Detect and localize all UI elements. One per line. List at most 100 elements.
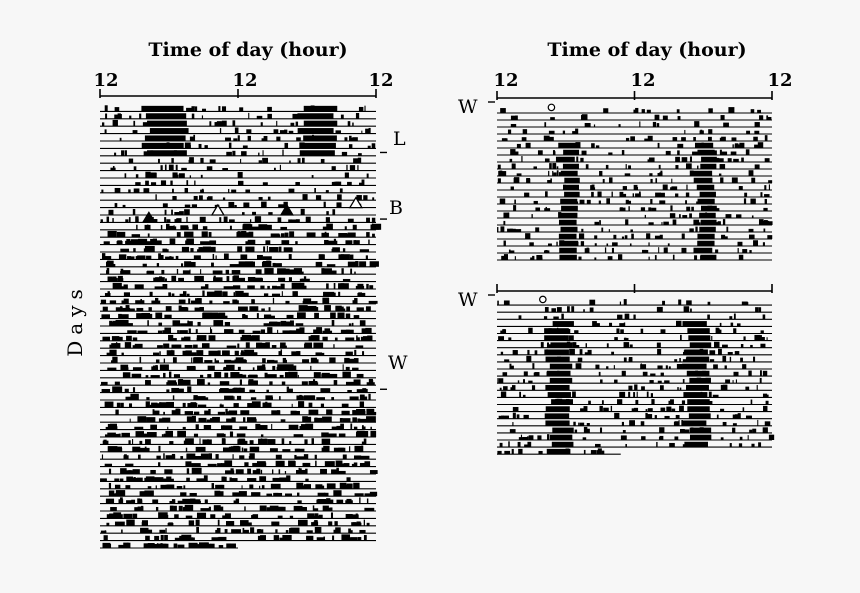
panel1-activity-21-5 [503,254,508,260]
panel0-activity-36-5 [321,372,330,378]
panel2-activity-9-5 [606,366,609,369]
panel1-activity-21-9 [538,257,543,260]
panel1-activity-6-13 [721,151,728,155]
panel0-activity-40-1 [320,403,325,408]
panel0-activity-59-8 [198,542,209,548]
panel2-activity-6-3 [606,343,609,348]
panel0-activity-45-21 [183,440,188,445]
panel0-activity-28-26 [144,313,153,319]
panel2-bout-19-0 [549,434,573,440]
panel2-activity-7-10 [500,351,504,355]
panel0-activity-46-14 [269,448,278,452]
panel0-activity-18-25 [354,240,356,245]
panel0-activity-35-29 [207,365,215,371]
panel0-activity-55-12 [277,515,283,519]
panel0-activity-17-22 [243,233,249,238]
panel1-activity-10-13 [701,178,706,183]
panel0-activity-39-1 [316,397,325,400]
panel2-activity-20-2 [729,443,732,448]
panel0-activity-37-16 [114,381,120,386]
panel0-activity-58-22 [160,534,164,541]
panel0-activity-36-25 [248,374,258,378]
panel0-activity-40-4 [233,403,239,408]
panel0-activity-17-17 [272,234,281,238]
panel1-activity-7-10 [544,158,550,162]
panel1-activity-3-9 [754,130,760,134]
panel0-activity-5-12 [371,143,376,149]
panel0-activity-56-25 [355,522,362,526]
panel0-activity-24-27 [112,282,122,289]
panel0-activity-31-29 [102,336,111,341]
panel0-activity-26-13 [109,300,117,304]
panel0-activity-36-4 [237,373,243,378]
panel0-activity-29-21 [158,322,163,326]
panel0-activity-59-20 [161,543,169,548]
panel0-activity-20-18 [240,254,248,260]
panel0-activity-53-24 [235,498,240,504]
panel0-activity-12-15 [173,196,177,201]
panel0-activity-29-24 [197,321,201,326]
panel2-activity-19-8 [641,436,646,440]
panel0-activity-56-2 [195,519,200,526]
panel1-activity-11-7 [622,186,627,190]
panel0-activity-47-27 [239,455,245,460]
panel2-activity-6-8 [552,344,557,348]
panel0-activity-8-7 [222,168,228,171]
panel0-activity-14-12 [179,211,184,215]
panel2-activity-10-17 [533,372,537,377]
panel0-activity-37-17 [248,380,258,386]
panel1-activity-20-15 [646,249,649,253]
panel1-activity-7-4 [509,158,513,162]
panel0-activity-26-25 [302,300,310,304]
panel0-activity-38-25 [171,387,180,393]
panel0-activity-36-16 [200,374,204,378]
panel1-activity-6-1 [730,151,737,155]
panel0-activity-25-14 [263,293,269,297]
panel1-activity-4-11 [543,135,550,141]
panel1-activity-10-0 [569,178,575,183]
panel1-activity-10-11 [497,178,501,183]
panel2-activity-2-9 [633,314,636,320]
panel1-activity-16-9 [768,221,773,225]
panel2-activity-11-12 [696,377,702,384]
panel2-activity-17-10 [698,420,703,426]
panel0-activity-57-17 [285,530,289,534]
panel0-activity-31-8 [126,335,132,341]
panel0-activity-57-13 [275,529,278,534]
panel0-activity-30-14 [313,329,322,334]
panel2-activity-18-7 [583,426,588,433]
panel0-activity-44-1 [260,434,264,437]
panel0-activity-32-26 [163,343,170,349]
panel1-bout-15-0 [560,212,578,218]
panel2-activity-4-12 [716,328,720,334]
panel0-activity-42-11 [212,416,220,423]
panel0-activity-53-28 [169,500,176,504]
panel2-activity-4-6 [528,327,533,334]
panel1-activity-18-7 [564,236,567,239]
panel0-activity-29-15 [180,323,188,326]
panel0-activity-19-25 [263,246,266,252]
panel0-activity-20-13 [365,255,368,260]
panel1-activity-16-8 [625,219,629,225]
panel0-activity-54-27 [277,506,286,511]
left-xtick-1: 12 [232,70,257,91]
panel0-activity-42-16 [226,418,233,423]
panel0-activity-55-22 [109,513,115,519]
panel0-activity-35-27 [262,364,266,371]
panel0-activity-27-22 [238,306,248,312]
panel1-activity-5-11 [754,144,760,148]
panel1-activity-12-12 [655,192,662,197]
panel0-activity-18-1 [345,240,353,245]
panel0-activity-27-0 [298,305,308,312]
panel0-activity-17-3 [176,232,181,238]
panel1-activity-2-0 [618,124,621,127]
panel0-activity-7-7 [240,158,242,164]
panel2-activity-14-8 [556,398,563,405]
panel0-activity-51-23 [108,482,112,489]
panel0-triangle-2 [279,203,295,216]
panel2-activity-13-15 [700,391,703,398]
panel0-activity-50-19 [200,478,205,482]
panel2-activity-13-11 [712,394,719,398]
panel1-activity-19-0 [556,241,558,246]
panel1-activity-11-17 [704,186,710,190]
